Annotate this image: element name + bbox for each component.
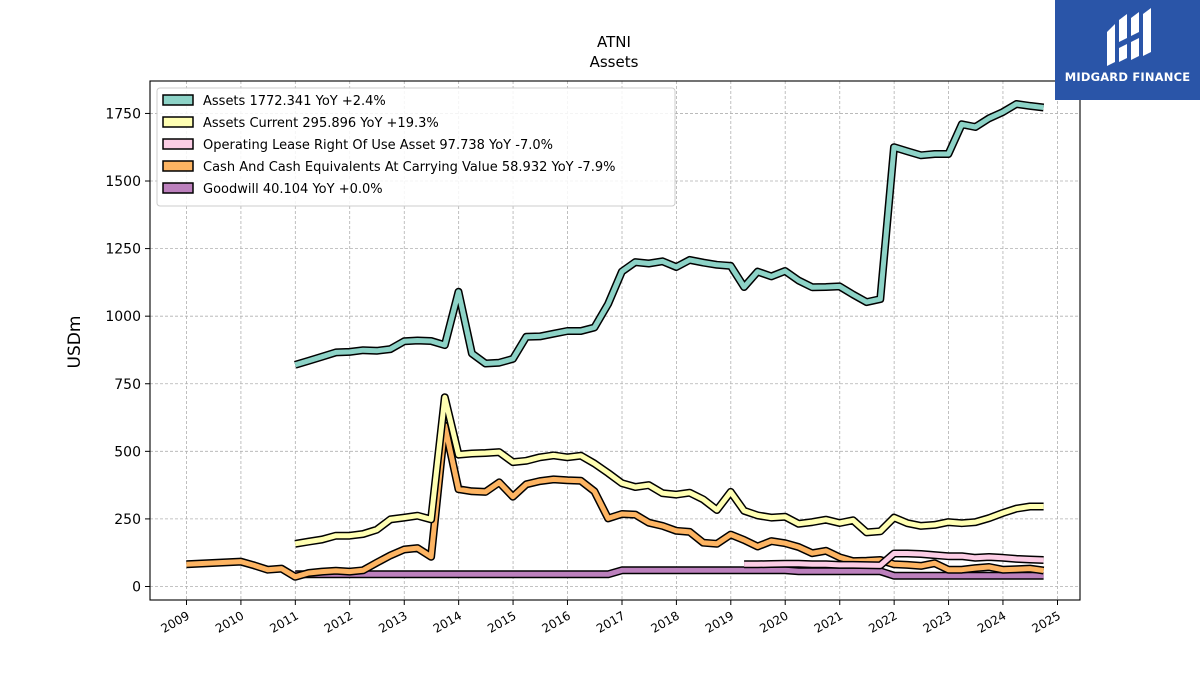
x-tick-label: 2023: [921, 608, 954, 635]
series-assets-current: [294, 393, 1044, 548]
legend-swatch: [162, 116, 194, 128]
x-tick-label: 2019: [703, 608, 736, 635]
y-tick-label: 750: [114, 377, 141, 393]
x-tick-label: 2009: [159, 608, 192, 635]
y-tick-label: 500: [114, 444, 141, 460]
logo-mark-icon: [1107, 8, 1151, 66]
x-tick-label: 2025: [1030, 608, 1063, 635]
series-line: [294, 101, 1044, 368]
legend-swatch: [162, 138, 194, 150]
x-tick-label: 2010: [213, 608, 246, 635]
y-tick-label: 250: [114, 512, 141, 528]
x-tick-label: 2013: [376, 608, 409, 635]
plot-frame: [149, 80, 1081, 601]
y-tick-label: 1250: [105, 242, 141, 258]
y-axis-label: USDm: [65, 316, 85, 369]
x-tick-label: 2014: [431, 608, 464, 635]
y-axis-ticks: 0 250 500 750 1000 1250 1500 1750: [105, 106, 150, 595]
series-layer: [186, 100, 1045, 581]
legend-swatch: [162, 160, 194, 172]
logo-text: MIDGARD FINANCE: [1064, 70, 1191, 84]
y-tick-label: 1500: [105, 174, 141, 190]
x-tick-label: 2011: [267, 608, 300, 635]
series-cash-and-cash-equivalents-at-carrying-value: [186, 421, 1045, 581]
legend-entry: Operating Lease Right Of Use Asset 97.73…: [203, 138, 553, 153]
chart-subtitle: Assets: [590, 53, 639, 71]
midgard-finance-logo: MIDGARD FINANCE: [1055, 0, 1200, 100]
x-tick-label: 2017: [594, 608, 627, 635]
x-tick-label: 2020: [757, 608, 790, 635]
x-tick-label: 2022: [866, 608, 899, 635]
series-line: [294, 394, 1044, 547]
y-tick-label: 0: [132, 579, 141, 595]
legend-entry: Goodwill 40.104 YoY +0.0%: [203, 182, 383, 197]
chart-title: ATNI: [597, 33, 631, 51]
y-tick-label: 1000: [105, 309, 141, 325]
x-tick-label: 2016: [540, 608, 573, 635]
x-tick-label: 2024: [975, 608, 1008, 635]
legend-entry: Cash And Cash Equivalents At Carrying Va…: [203, 160, 615, 175]
y-tick-label: 1750: [105, 106, 141, 122]
series-assets: [294, 100, 1045, 369]
series-line: [744, 551, 1044, 568]
x-tick-label: 2018: [648, 608, 681, 635]
legend: Assets 1772.341 YoY +2.4% Assets Current …: [156, 87, 676, 207]
legend-swatch: [162, 182, 194, 194]
x-tick-label: 2012: [322, 608, 355, 635]
series-outline: [294, 393, 1044, 548]
legend-entry: Assets Current 295.896 YoY +19.3%: [203, 116, 439, 131]
series-operating-lease-right-of-use-asset: [744, 549, 1044, 570]
x-tick-label: 2015: [485, 608, 518, 635]
legend-swatch: [162, 94, 194, 106]
series-goodwill: [295, 566, 1044, 580]
x-axis-ticks: 2009 2010 2011 2012 2013 2014 2015 2016 2017 2018…: [159, 600, 1063, 636]
legend-box: [156, 87, 676, 207]
x-tick-label: 2021: [812, 608, 845, 635]
legend-entry: Assets 1772.341 YoY +2.4%: [203, 94, 386, 109]
series-line: [186, 423, 1044, 580]
series-line: [295, 567, 1044, 579]
